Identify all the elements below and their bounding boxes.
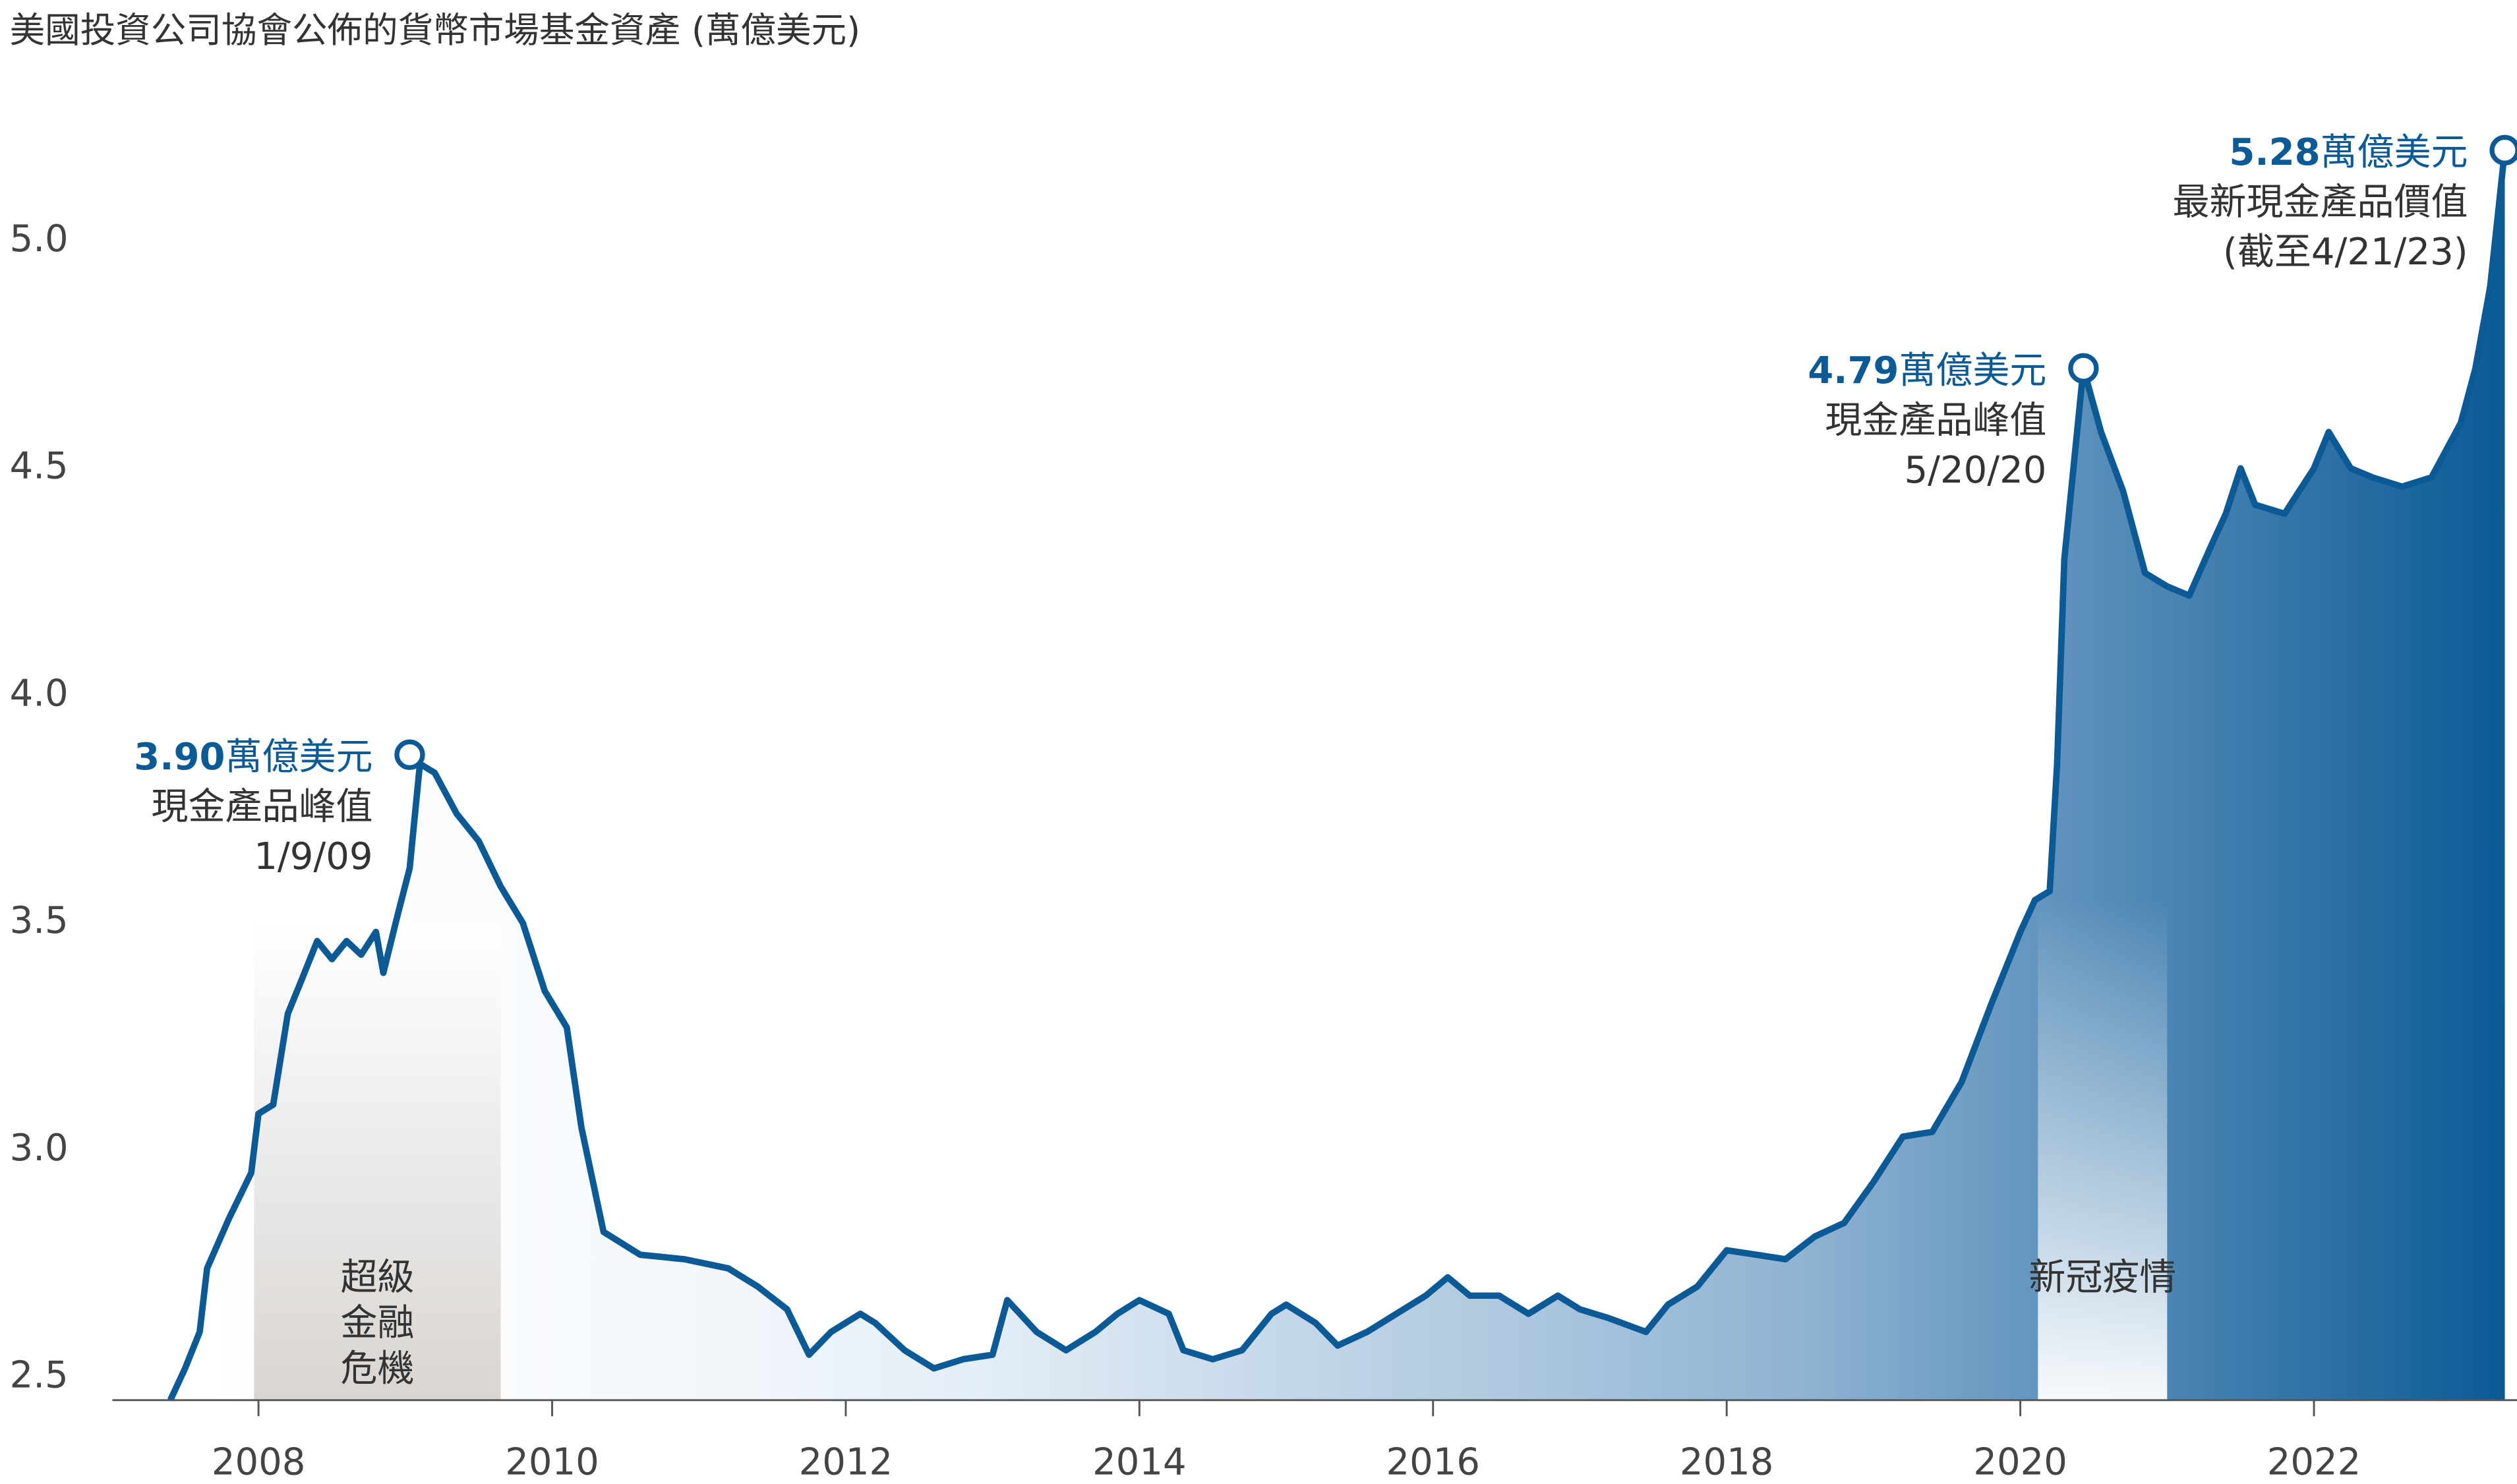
annotation-line: 1/9/09 [254,835,372,878]
region-label: 危機 [340,1348,414,1390]
region-label: 新冠疫情 [2028,1256,2176,1299]
y-tick-label: 4.5 [10,445,69,488]
x-tick-label: 2008 [212,1440,306,1483]
y-tick-label: 4.0 [10,672,69,715]
region-label: 金融 [340,1302,414,1345]
y-tick-label: 3.5 [10,899,69,942]
x-tick-label: 2012 [799,1440,893,1483]
chart-title: 美國投資公司協會公佈的貨幣市場基金資產 (萬億美元) [10,9,860,51]
shaded-region [2038,900,2168,1400]
x-tick-label: 2022 [2267,1440,2361,1483]
annotation-amount-number: 5.28 [2229,131,2320,174]
x-tick-label: 2016 [1386,1440,1481,1483]
annotation-line: 5/20/20 [1904,449,2046,492]
x-tick-label: 2018 [1680,1440,1774,1483]
x-tick-label: 2010 [505,1440,599,1483]
annotation-amount-unit: 萬億美元 [1899,349,2046,392]
region-label: 超級 [340,1256,414,1299]
y-tick-label: 2.5 [10,1353,69,1396]
x-tick-label: 2014 [1092,1440,1187,1483]
annotation-amount: 4.79萬億美元 [1808,349,2046,392]
annotation-amount: 5.28萬億美元 [2229,131,2468,174]
annotation-line: 現金產品峰值 [1825,400,2046,442]
x-tick-label: 2020 [1973,1440,2067,1483]
peak-marker [2489,134,2517,165]
line [167,150,2508,1402]
y-tick-label: 3.0 [10,1127,69,1170]
peak-marker [2068,353,2099,384]
annotation-amount-unit: 萬億美元 [2321,131,2468,174]
annotation-line: 現金產品峰值 [151,786,372,829]
annotation-line: 最新現金產品價值 [2173,181,2468,224]
annotation-amount-number: 4.79 [1808,349,1899,392]
peak-marker [394,739,425,770]
annotation-amount: 3.90萬億美元 [134,736,372,779]
annotation-amount-unit: 萬億美元 [225,736,372,779]
y-tick-label: 5.0 [10,218,69,260]
annotation-amount-number: 3.90 [134,736,225,779]
annotation-line: (截至4/21/23) [2223,231,2468,274]
